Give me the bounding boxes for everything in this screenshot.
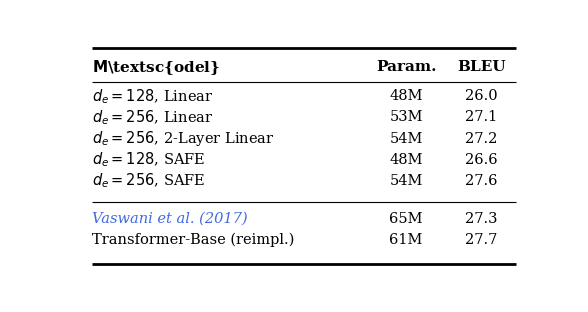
Text: $\mathbf{M}$\textsc{odel}: $\mathbf{M}$\textsc{odel} [92,58,220,77]
Text: 27.3: 27.3 [465,212,497,226]
Text: 27.2: 27.2 [465,132,497,146]
Text: $d_e = 128$, Linear: $d_e = 128$, Linear [92,87,213,106]
Text: 48M: 48M [389,89,423,103]
Text: 26.6: 26.6 [465,153,497,167]
Text: 48M: 48M [389,153,423,167]
Text: 27.6: 27.6 [465,174,497,188]
Text: Param.: Param. [376,61,436,75]
Text: 27.1: 27.1 [465,110,497,124]
Text: 65M: 65M [389,212,423,226]
Text: 54M: 54M [389,174,423,188]
Text: $d_e = 256$, Linear: $d_e = 256$, Linear [92,108,213,127]
Text: Transformer-Base (reimpl.): Transformer-Base (reimpl.) [92,233,294,247]
Text: $d_e = 256$, SAFE: $d_e = 256$, SAFE [92,172,205,190]
Text: 54M: 54M [389,132,423,146]
Text: $d_e = 128$, SAFE: $d_e = 128$, SAFE [92,150,205,169]
Text: 27.7: 27.7 [465,233,497,247]
Text: $d_e = 256$, 2-Layer Linear: $d_e = 256$, 2-Layer Linear [92,129,274,148]
Text: 26.0: 26.0 [465,89,497,103]
Text: BLEU: BLEU [457,61,506,75]
Text: 53M: 53M [389,110,423,124]
Text: 61M: 61M [389,233,423,247]
Text: Vaswani et al. (2017): Vaswani et al. (2017) [92,212,248,226]
